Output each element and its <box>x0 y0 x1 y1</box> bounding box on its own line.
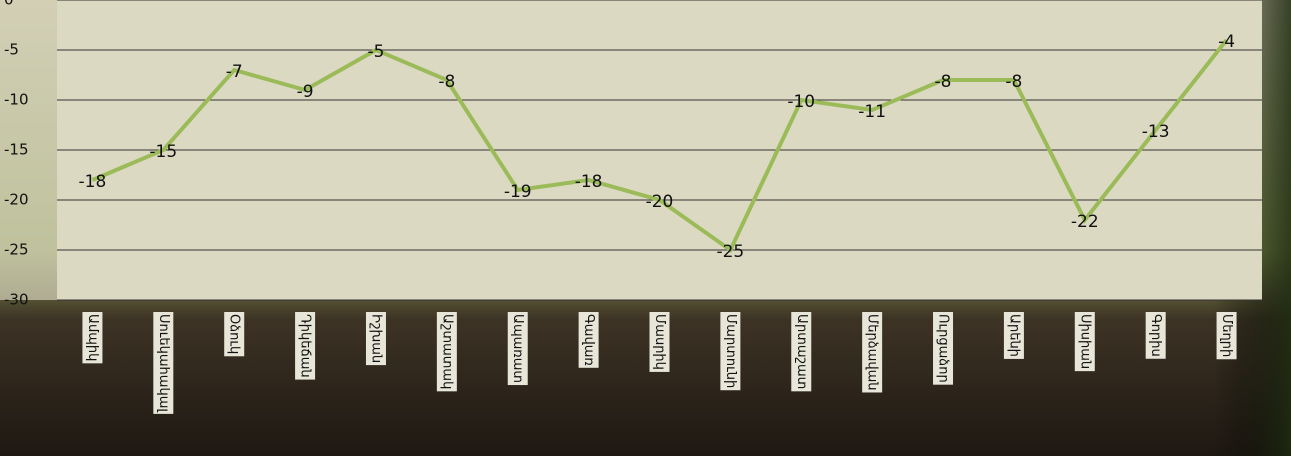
x-tick-label-group: Մասրիկ <box>649 312 670 372</box>
data-label: -8 <box>935 72 952 92</box>
x-tick-label-group: Ամպիկ <box>82 312 103 364</box>
axis-area <box>0 0 57 300</box>
x-tick-label: Ուրցաձոր <box>936 314 951 383</box>
data-label: -18 <box>575 172 603 192</box>
x-tick-label-box <box>82 312 103 364</box>
x-tick-label-box <box>153 312 174 414</box>
y-tick-label: -15 <box>4 141 29 159</box>
y-tick-label: -25 <box>4 241 29 259</box>
x-tick-label-group: Արտաշատ <box>791 312 812 392</box>
x-tick-label-box <box>578 312 599 368</box>
data-label: -5 <box>367 42 384 62</box>
x-tick-label-box <box>649 312 670 372</box>
x-tick-label-group: Սուեկահակալ <box>153 312 174 414</box>
x-tick-label-group: Իշխան <box>365 312 386 366</box>
data-label: -4 <box>1218 32 1235 52</box>
y-tick-label: -10 <box>4 91 29 109</box>
y-tick-label: -20 <box>4 191 29 209</box>
data-label: -7 <box>226 62 243 82</box>
x-tick-label-group: Ապառատ <box>507 312 528 386</box>
x-tick-label-box <box>862 312 883 393</box>
data-label: -10 <box>787 92 815 112</box>
x-tick-label-group: Սիսիան <box>1074 312 1095 372</box>
data-label: -18 <box>79 172 107 192</box>
x-tick-label-box <box>1074 312 1095 372</box>
x-tick-label-box <box>295 312 316 380</box>
data-label: -15 <box>149 142 177 162</box>
x-tick-label-box <box>791 312 812 392</box>
x-tick-label: Մերձավան <box>865 314 880 390</box>
x-tick-label-box <box>720 312 741 391</box>
x-tick-label: Գավառ <box>581 314 596 366</box>
x-tick-label-box <box>1003 312 1024 359</box>
x-tick-label-group: Գավառ <box>578 312 599 368</box>
data-label: -25 <box>716 242 744 262</box>
data-label: -11 <box>858 102 886 122</box>
x-tick-label-group: Արենի <box>1003 312 1024 359</box>
x-tick-label: Մեղրի <box>1219 314 1234 357</box>
x-tick-label: Դիկեճան <box>298 314 313 378</box>
y-tick-label: -5 <box>4 41 19 59</box>
x-tick-label-group: Մերձավան <box>862 312 883 393</box>
data-label: -20 <box>646 192 674 212</box>
x-tick-label: Արենի <box>1006 314 1021 357</box>
y-tick-label: -30 <box>4 291 29 309</box>
x-tick-label: Աշտատակ <box>439 314 454 389</box>
x-tick-label-box <box>365 312 386 366</box>
line <box>91 38 1229 254</box>
x-tick-label: Սուեկահակալ <box>156 314 171 412</box>
x-tick-label-group: Գորիս <box>1145 312 1166 359</box>
x-tick-label-group: Դիկեճան <box>295 312 316 380</box>
x-tick-label: Մարտունի <box>723 314 738 388</box>
x-tick-label-box <box>507 312 528 386</box>
x-tick-label-box <box>933 312 954 385</box>
x-tick-label-box <box>224 312 245 357</box>
x-tick-label: Սիսիան <box>1077 314 1092 369</box>
data-label: -19 <box>504 182 532 202</box>
y-tick-label: 0 <box>4 0 14 9</box>
data-label: -9 <box>297 82 314 102</box>
x-tick-label-group: Օձուկ <box>224 312 245 357</box>
x-tick-label-box <box>1145 312 1166 359</box>
x-tick-label: Իշխան <box>368 314 383 363</box>
x-tick-label: Ապառատ <box>510 314 525 383</box>
data-label: -13 <box>1142 122 1170 142</box>
x-tick-label-box <box>436 312 457 392</box>
x-tick-label-group: Մարտունի <box>720 312 741 391</box>
x-tick-label: Օձուկ <box>227 314 242 354</box>
data-label: -8 <box>1005 72 1022 92</box>
x-tick-label-group: Աշտատակ <box>436 312 457 392</box>
data-label: -8 <box>438 72 455 92</box>
x-tick-label-group: Ուրցաձոր <box>933 312 954 385</box>
x-tick-label: Ամպիկ <box>85 314 100 361</box>
x-tick-label: Արտաշատ <box>794 314 809 389</box>
x-tick-label-group: Մեղրի <box>1216 312 1237 360</box>
data-label: -22 <box>1071 212 1099 232</box>
x-tick-label-box <box>1216 312 1237 360</box>
x-tick-label: Մասրիկ <box>652 314 667 370</box>
x-tick-label: Գորիս <box>1148 314 1163 357</box>
